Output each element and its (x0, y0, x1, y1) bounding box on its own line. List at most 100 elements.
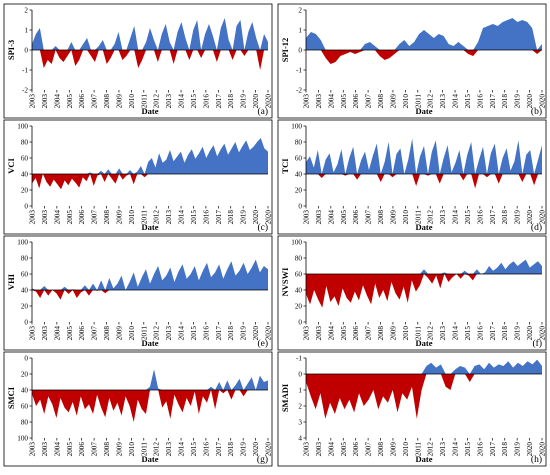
negative-area (306, 50, 542, 64)
x-tick-label: 2017 (489, 326, 497, 341)
x-tick-label: 2017 (215, 94, 223, 109)
x-tick-label: 2015 (190, 210, 198, 225)
x-tick-label: 2012 (153, 442, 161, 457)
x-tick-label: 2009 (389, 442, 397, 457)
y-axis-title: VHI (6, 273, 16, 290)
x-tick-label: 2010 (402, 326, 410, 341)
x-tick-label: 2015 (464, 442, 472, 457)
x-tick-label: 2015 (464, 326, 472, 341)
x-tick-label: 2018 (227, 442, 235, 457)
y-tick-label: 20 (295, 303, 303, 311)
x-tick-label: 2005 (66, 94, 74, 109)
x-tick-label: 2010 (402, 210, 410, 225)
x-tick-label: 2020 (252, 94, 260, 109)
x-tick-label: 2019 (514, 210, 522, 225)
x-tick-label: 2005 (340, 326, 348, 341)
y-axis-title: SMADI (280, 383, 290, 412)
x-tick-label: 2012 (427, 94, 435, 109)
x-tick-label: 2006 (352, 442, 360, 457)
y-tick-label: 80 (295, 255, 303, 263)
panel-letter: (b) (531, 106, 542, 117)
y-axis-title: SMCI (6, 386, 16, 409)
x-tick-label: 2016 (476, 326, 484, 341)
panel-letter: (c) (257, 222, 268, 233)
positive-area (306, 359, 542, 374)
x-tick-label: 2003 (303, 442, 311, 457)
x-tick-label: 2006 (78, 94, 86, 109)
x-tick-label: 2004 (327, 210, 335, 225)
x-tick-label: 2008 (103, 210, 111, 225)
x-tick-label: 2020 (526, 94, 534, 109)
y-tick-label: 0 (24, 355, 28, 363)
x-tick-label: 2015 (190, 94, 198, 109)
y-tick-label: 100 (17, 123, 28, 131)
x-tick-label: 2012 (427, 326, 435, 341)
y-tick-label: -2 (22, 87, 28, 95)
x-tick-label: 2010 (402, 94, 410, 109)
x-tick-label: 2013 (439, 442, 447, 457)
x-tick-label: 2008 (103, 326, 111, 341)
positive-area (32, 138, 268, 174)
x-tick-label: 2014 (452, 94, 460, 109)
x-tick-label: 2007 (91, 94, 99, 109)
y-tick-label: 100 (291, 239, 302, 247)
y-tick-label: 1 (298, 27, 302, 35)
y-axis-title: NVSWI (280, 267, 290, 297)
x-tick-label: 2020 (265, 94, 273, 109)
x-tick-label: 2018 (501, 442, 509, 457)
x-tick-label: 2012 (427, 210, 435, 225)
x-tick-label: 2016 (476, 210, 484, 225)
x-tick-label: 2017 (489, 442, 497, 457)
panel-letter: (e) (257, 338, 268, 349)
x-tick-label: 2007 (365, 210, 373, 225)
x-tick-label: 2003 (315, 94, 323, 109)
x-tick-label: 2017 (215, 210, 223, 225)
x-tick-label: 2007 (91, 210, 99, 225)
x-tick-label: 2004 (53, 210, 61, 225)
y-axis-title: VCI (6, 158, 16, 174)
x-tick-label: 2014 (452, 210, 460, 225)
x-tick-label: 2003 (41, 442, 49, 457)
y-tick-label: 40 (21, 387, 29, 395)
x-axis-title: Date (142, 106, 159, 116)
x-tick-label: 2012 (153, 210, 161, 225)
x-tick-label: 2014 (178, 326, 186, 341)
y-tick-label: 100 (17, 435, 28, 443)
positive-area (32, 18, 268, 50)
x-tick-label: 2018 (227, 210, 235, 225)
x-axis-title: Date (142, 454, 159, 464)
positive-area (32, 259, 268, 290)
x-tick-label: 2008 (377, 326, 385, 341)
x-tick-label: 2020 (526, 326, 534, 341)
x-tick-label: 2020 (265, 442, 273, 457)
x-tick-label: 2003 (29, 442, 37, 457)
x-tick-label: 2016 (476, 442, 484, 457)
x-axis-title: Date (416, 338, 433, 348)
panel-letter: (a) (257, 106, 268, 117)
x-tick-label: 2006 (78, 210, 86, 225)
x-tick-label: 2003 (41, 94, 49, 109)
x-tick-label: 2003 (303, 94, 311, 109)
x-tick-label: 2013 (165, 326, 173, 341)
x-tick-label: 2018 (227, 94, 235, 109)
x-tick-label: 2013 (165, 210, 173, 225)
x-tick-label: 2014 (452, 442, 460, 457)
y-tick-label: -1 (22, 67, 28, 75)
x-tick-label: 2014 (452, 326, 460, 341)
y-tick-label: 40 (21, 287, 29, 295)
y-tick-label: 3 (298, 419, 302, 427)
x-tick-label: 2011 (140, 326, 148, 341)
x-tick-label: 2019 (240, 94, 248, 109)
x-tick-label: 2019 (240, 442, 248, 457)
y-tick-label: 0 (24, 319, 28, 327)
y-tick-label: 2 (298, 403, 302, 411)
x-axis-title: Date (416, 222, 433, 232)
positive-area (306, 259, 542, 274)
x-tick-label: 2016 (202, 210, 210, 225)
negative-area (306, 374, 542, 419)
x-tick-label: 2011 (414, 442, 422, 457)
x-tick-label: 2020 (526, 442, 534, 457)
x-tick-label: 2003 (315, 210, 323, 225)
x-tick-label: 2010 (402, 442, 410, 457)
